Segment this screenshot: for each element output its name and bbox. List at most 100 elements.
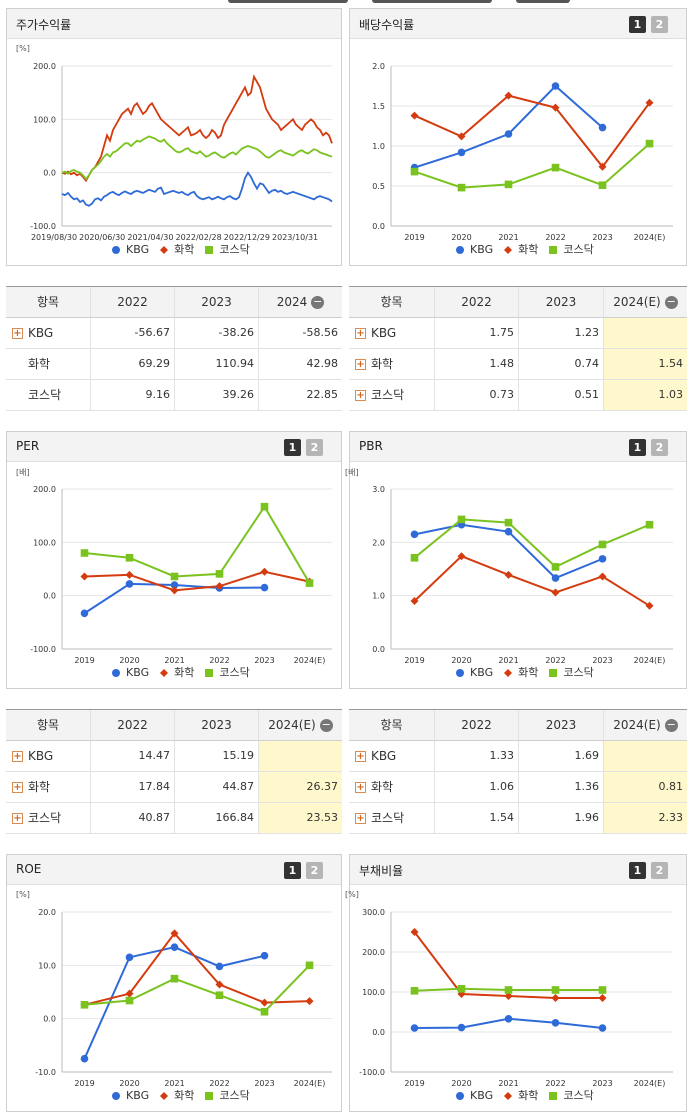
page-1-button[interactable]: 1 (629, 862, 646, 879)
x-tick-label: 2021 (164, 656, 184, 665)
page-1-button[interactable]: 1 (629, 16, 646, 33)
legend-item-화학[interactable]: 화학 (501, 1087, 538, 1103)
legend-item-KBG[interactable]: KBG (453, 666, 493, 679)
point-KBG-3 (551, 574, 560, 582)
expand-plus-icon[interactable]: + (355, 751, 366, 762)
table-header-row: 항목 2022 2023 2024(E) − (6, 710, 342, 741)
expand-plus-icon[interactable]: + (355, 782, 366, 793)
legend-item-코스닥[interactable]: 코스닥 (546, 1087, 594, 1103)
x-tick-label: 2019/08/30 (31, 233, 77, 242)
series-line-KBG (61, 170, 333, 207)
x-tick-label: 2022 (545, 656, 565, 665)
legend-item-KBG[interactable]: KBG (453, 243, 493, 256)
table-row: + KBG 14.47 15.19 (6, 741, 342, 772)
legend-item-코스닥[interactable]: 코스닥 (546, 664, 594, 680)
panel-header: PER 1 2 (7, 432, 341, 462)
page-2-button[interactable]: 2 (651, 16, 668, 33)
expand-plus-icon[interactable]: + (12, 328, 23, 339)
point-화학-5 (645, 98, 654, 107)
point-코스닥-4 (598, 986, 607, 994)
x-tick-label: 2019 (404, 1079, 424, 1088)
page-2-button[interactable]: 2 (651, 439, 668, 456)
panel-header: 주가수익률 (7, 9, 341, 39)
table-cell: 1.69 (518, 741, 603, 771)
expand-plus-icon[interactable]: + (12, 751, 23, 762)
y-tick-label: 0.0 (372, 645, 385, 654)
expand-plus-icon[interactable]: + (12, 813, 23, 824)
collapse-icon[interactable]: − (664, 718, 678, 732)
expand-plus-icon[interactable]: + (355, 813, 366, 824)
page-1-button[interactable]: 1 (284, 439, 301, 456)
legend-item-화학[interactable]: 화학 (157, 1087, 194, 1103)
legend-marker-화학 (504, 669, 513, 677)
expand-plus-icon[interactable]: + (355, 328, 366, 339)
table-row: 코스닥 9.16 39.26 22.85 (6, 380, 342, 411)
page-2-button[interactable]: 2 (306, 439, 323, 456)
y-unit-label: [배] (16, 468, 30, 477)
y-tick-label: 20.0 (38, 908, 56, 917)
legend-item-KBG[interactable]: KBG (109, 666, 149, 679)
collapse-icon[interactable]: − (311, 295, 325, 309)
row-label-cell: 코스닥 (6, 380, 90, 410)
legend-marker-코스닥 (549, 669, 558, 677)
legend-item-화학[interactable]: 화학 (157, 241, 194, 257)
table-cell: 44.87 (174, 772, 258, 802)
table-cell: -38.26 (174, 318, 258, 348)
pbr-chart: 3.0 2.0 1.0 0.0 2019 2020 2021 2022 2023 2024(E) (372, 485, 673, 665)
legend-item-화학[interactable]: 화학 (157, 664, 194, 680)
x-tick-label: 2024(E) (294, 656, 326, 665)
pbr-table: 항목 2022 2023 2024(E) − + KBG 1.33 1.69 + 화학 1.06 1.3… (349, 709, 687, 834)
expand-plus-icon[interactable]: + (355, 390, 366, 401)
point-코스닥-0 (80, 549, 89, 557)
x-tick-label: 2021 (498, 233, 518, 242)
legend-label: 코스닥 (219, 666, 250, 679)
row-label-cell: + 코스닥 (349, 803, 434, 833)
collapse-icon[interactable]: − (319, 718, 333, 732)
panel-header: PBR 1 2 (350, 432, 686, 462)
legend-item-코스닥[interactable]: 코스닥 (202, 241, 250, 257)
legend-item-코스닥[interactable]: 코스닥 (202, 1087, 250, 1103)
x-tick-label: 2021 (164, 1079, 184, 1088)
point-코스닥-1 (457, 515, 466, 524)
point-코스닥-4 (260, 502, 269, 511)
collapse-icon[interactable]: − (664, 295, 678, 309)
x-tick-label: 2019 (74, 1079, 94, 1088)
legend-item-KBG[interactable]: KBG (109, 1089, 149, 1102)
page-1-button[interactable]: 1 (284, 862, 301, 879)
panel-title: 부채비율 (359, 864, 404, 878)
legend-item-화학[interactable]: 화학 (501, 664, 538, 680)
x-tick-label: 2023 (254, 656, 274, 665)
point-코스닥-1 (457, 183, 466, 192)
point-코스닥-4 (598, 540, 607, 549)
x-tick-label: 2023 (254, 1079, 274, 1088)
panel-title: PBR (359, 439, 383, 453)
legend-item-코스닥[interactable]: 코스닥 (546, 241, 594, 257)
expand-plus-icon[interactable]: + (355, 359, 366, 370)
expand-plus-icon[interactable]: + (12, 782, 23, 793)
legend-item-KBG[interactable]: KBG (109, 243, 149, 256)
x-tick-label: 2022/12/29 (224, 233, 270, 242)
legend-label: 코스닥 (219, 1089, 250, 1102)
page-1-button[interactable]: 1 (629, 439, 646, 456)
point-KBG-0 (410, 1024, 419, 1032)
y-tick-label: 200.0 (33, 485, 56, 494)
row-label: 코스닥 (371, 811, 405, 825)
legend-label: 화학 (174, 243, 195, 256)
page-2-button[interactable]: 2 (306, 862, 323, 879)
table-row: + KBG 1.75 1.23 (349, 318, 687, 349)
table-header-cell: 2022 (90, 710, 174, 740)
table-header-cell: 항목 (6, 287, 90, 317)
x-tick-label: 2020/06/30 (79, 233, 125, 242)
panel-title: PER (16, 439, 40, 453)
legend-marker-KBG (456, 246, 464, 254)
row-label-cell: + 코스닥 (349, 380, 434, 410)
page-2-button[interactable]: 2 (651, 862, 668, 879)
y-tick-label: 100.0 (362, 988, 385, 997)
legend-item-화학[interactable]: 화학 (501, 241, 538, 257)
legend-item-KBG[interactable]: KBG (453, 1089, 493, 1102)
point-코스닥-2 (504, 518, 513, 527)
legend-label: 화학 (518, 666, 539, 679)
legend-item-코스닥[interactable]: 코스닥 (202, 664, 250, 680)
point-코스닥-3 (551, 163, 560, 172)
table-cell: 2.33 (603, 803, 687, 833)
